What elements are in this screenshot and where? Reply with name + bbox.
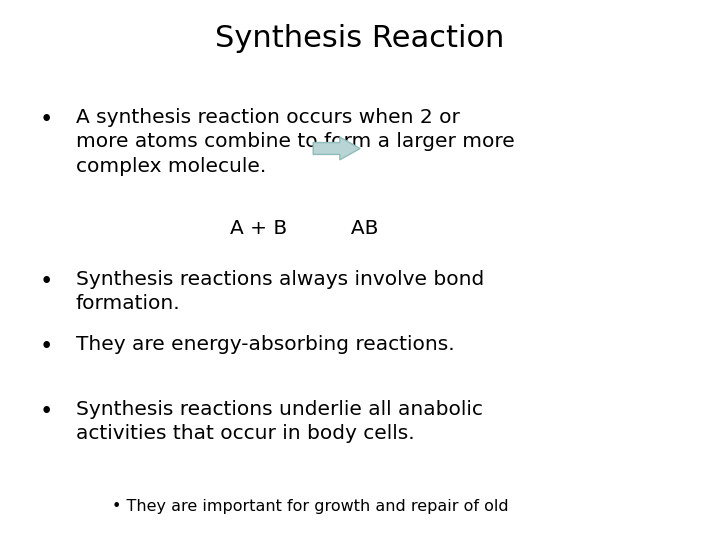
FancyArrow shape	[313, 137, 360, 160]
Text: • They are important for growth and repair of old: • They are important for growth and repa…	[112, 500, 508, 515]
Text: Synthesis Reaction: Synthesis Reaction	[215, 24, 505, 53]
Text: •: •	[40, 108, 53, 131]
Text: •: •	[40, 270, 53, 293]
Text: They are energy-absorbing reactions.: They are energy-absorbing reactions.	[76, 335, 454, 354]
Text: Synthesis reactions underlie all anabolic
activities that occur in body cells.: Synthesis reactions underlie all anaboli…	[76, 400, 482, 443]
Text: A + B          AB: A + B AB	[230, 219, 379, 238]
Text: •: •	[40, 400, 53, 423]
Text: Synthesis reactions always involve bond
formation.: Synthesis reactions always involve bond …	[76, 270, 484, 313]
Text: A synthesis reaction occurs when 2 or
more atoms combine to form a larger more
c: A synthesis reaction occurs when 2 or mo…	[76, 108, 514, 176]
Text: •: •	[40, 335, 53, 358]
